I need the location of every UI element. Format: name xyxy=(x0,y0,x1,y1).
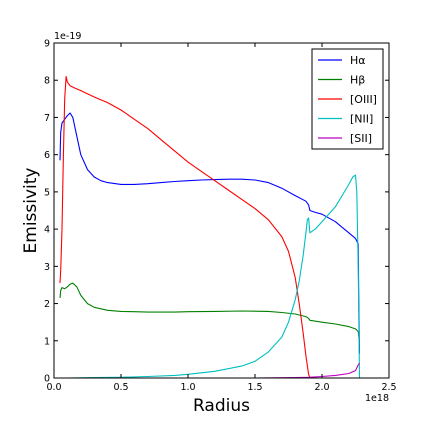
y-offset-label: 1e-19 xyxy=(54,31,81,42)
x-offset-label: 1e18 xyxy=(365,393,389,404)
y-tick-label: 3 xyxy=(44,262,50,273)
x-tick-label: 2.0 xyxy=(314,382,329,393)
x-axis-label: Radius xyxy=(193,396,250,416)
y-tick-label: 8 xyxy=(44,76,50,87)
y-tick-label: 6 xyxy=(44,150,50,161)
legend-label-sii: [SII] xyxy=(350,132,372,145)
legend-label-oiii: [OIII] xyxy=(350,93,377,106)
ticks-layer: 0.0 0.5 1.0 1.5 2.0 2.5 0 1 2 3 4 5 6 7 8 9 xyxy=(44,39,397,394)
y-tick-label: 4 xyxy=(44,225,50,236)
x-tick-label: 1.5 xyxy=(247,382,262,393)
y-tick-label: 7 xyxy=(44,113,50,124)
legend-label-h: Hβ xyxy=(350,74,365,87)
y-tick-label: 2 xyxy=(44,299,50,310)
x-tick-label: 2.5 xyxy=(381,382,396,393)
series-layer xyxy=(59,75,361,378)
legend-label-nii: [NII] xyxy=(350,113,373,126)
y-axis-label: Emissivity xyxy=(21,168,41,254)
legend: Hα Hβ [OIII] [NII] [SII] xyxy=(311,48,384,150)
y-tick-label: 9 xyxy=(44,39,50,50)
series-line-sii xyxy=(60,362,360,378)
legend-label-h: Hα xyxy=(350,54,366,67)
plot-frame xyxy=(53,42,390,379)
series-line-oiii xyxy=(59,75,360,378)
x-tick-label: 0.5 xyxy=(113,382,128,393)
series-line-h xyxy=(59,282,361,343)
series-line-nii xyxy=(60,174,361,378)
y-tick-label: 1 xyxy=(44,336,50,347)
x-tick-label: 0.0 xyxy=(46,382,61,393)
y-tick-label: 5 xyxy=(44,187,50,198)
series-line-h xyxy=(59,112,361,354)
x-tick-label: 1.0 xyxy=(180,382,195,393)
y-tick-label: 0 xyxy=(44,374,50,385)
